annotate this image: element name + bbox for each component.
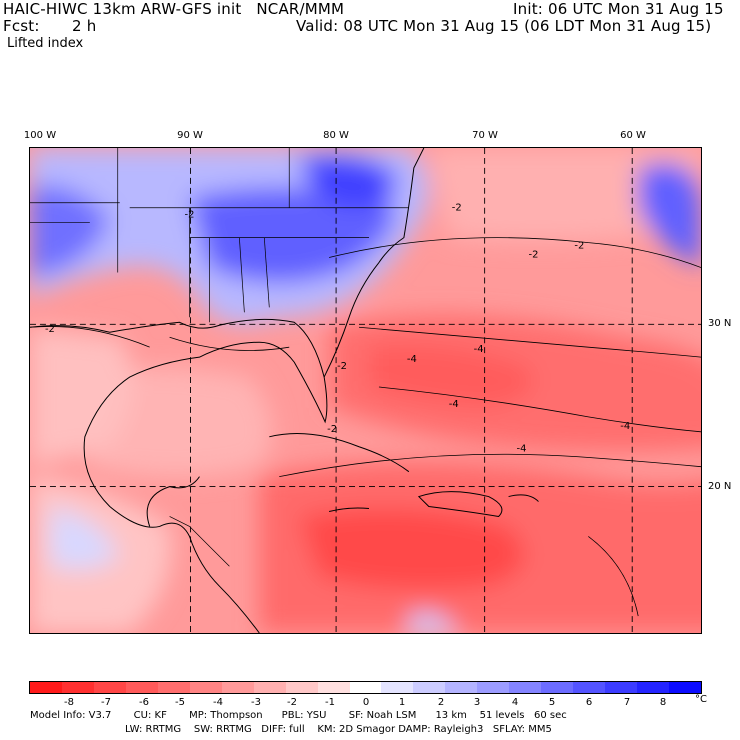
lon-label-80w: 80 W (323, 130, 349, 141)
colorbar-tick: 7 (623, 697, 631, 708)
colorbar-swatch (221, 682, 254, 693)
colorbar-swatch (445, 682, 478, 693)
colorbar-swatch (573, 682, 606, 693)
colorbar-tick: 1 (398, 697, 406, 708)
colorbar-swatch (509, 682, 542, 693)
colorbar-swatch (413, 682, 446, 693)
colorbar-tick: -4 (213, 697, 223, 708)
colorbar (29, 681, 702, 694)
colorbar-swatch (477, 682, 510, 693)
contour-lines (30, 237, 701, 617)
coastlines (30, 148, 539, 633)
contour-value-labels: -2 -2 -2 -2 -2 -2 -2 -4 -4 -4 -4 -4 (45, 203, 630, 455)
forecast-hours: 2 h (72, 17, 97, 35)
init-time: Init: 06 UTC Mon 31 Aug 15 (513, 0, 724, 18)
model-info-line1: Model Info: V3.7 CU: KF MP: Thompson PBL… (30, 710, 567, 721)
colorbar-tick: -3 (251, 697, 261, 708)
colorbar-tick: -2 (287, 697, 297, 708)
colorbar-swatch (30, 682, 62, 693)
colorbar-swatch (61, 682, 94, 693)
colorbar-tick: 0 (362, 697, 370, 708)
lon-label-100w: 100 W (23, 130, 57, 141)
colorbar-tick: 8 (659, 697, 667, 708)
contour-label: -4 (449, 399, 459, 410)
lifted-index-map: -2 -2 -2 -2 -2 -2 -2 -4 -4 -4 -4 -4 (29, 147, 702, 634)
contour-label: -4 (407, 354, 417, 365)
colorbar-swatch (253, 682, 286, 693)
contour-label: -4 (517, 444, 527, 455)
state-borders (30, 148, 409, 567)
colorbar-tick: 3 (473, 697, 481, 708)
colorbar-tick: -1 (325, 697, 335, 708)
contour-label: -2 (529, 250, 539, 261)
model-info-line2: LW: RRTMG SW: RRTMG DIFF: full KM: 2D Sm… (125, 724, 552, 735)
colorbar-swatch (157, 682, 190, 693)
colorbar-swatch (349, 682, 382, 693)
colorbar-swatch (541, 682, 574, 693)
contour-label: -2 (337, 361, 347, 372)
model-title: HAIC-HIWC 13km ARW-GFS init NCAR/MMM (3, 0, 345, 18)
colorbar-tick: -6 (139, 697, 149, 708)
colorbar-swatch (381, 682, 414, 693)
lat-label-30n: 30 N (708, 318, 732, 329)
contour-label: -2 (452, 203, 462, 214)
colorbar-swatch (285, 682, 318, 693)
colorbar-unit: °C (695, 694, 707, 705)
colorbar-swatch (637, 682, 670, 693)
colorbar-tick: 4 (511, 697, 519, 708)
field-name: Lifted index (7, 36, 84, 51)
valid-time: Valid: 08 UTC Mon 31 Aug 15 (06 LDT Mon … (296, 17, 712, 35)
shaded-field (30, 148, 701, 633)
lat-label-20n: 20 N (708, 481, 732, 492)
contour-label: -4 (474, 344, 484, 355)
lon-label-60w: 60 W (620, 130, 646, 141)
contour-label: -2 (185, 210, 195, 221)
lon-label-90w: 90 W (177, 130, 203, 141)
colorbar-tick: 5 (548, 697, 556, 708)
contour-label: -2 (327, 424, 337, 435)
colorbar-swatch (605, 682, 638, 693)
colorbar-swatch (125, 682, 158, 693)
colorbar-tick: -7 (101, 697, 111, 708)
forecast-label: Fcst: (3, 17, 40, 35)
contour-label: -2 (574, 241, 584, 252)
contour-label: -4 (620, 421, 630, 432)
contour-label: -2 (45, 324, 55, 335)
colorbar-swatch (93, 682, 126, 693)
colorbar-swatch (317, 682, 350, 693)
colorbar-tick: 2 (437, 697, 445, 708)
colorbar-tick: 6 (585, 697, 593, 708)
colorbar-tick: -8 (64, 697, 74, 708)
lat-lon-grid (30, 148, 701, 633)
lon-label-70w: 70 W (472, 130, 498, 141)
colorbar-tick: -5 (175, 697, 185, 708)
colorbar-swatch (189, 682, 222, 693)
colorbar-swatch (669, 682, 702, 693)
